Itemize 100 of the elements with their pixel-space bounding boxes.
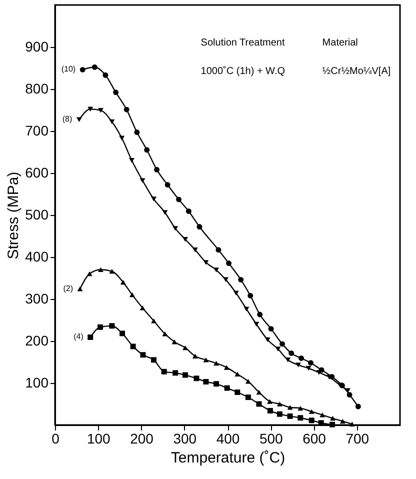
point (203, 358, 209, 362)
point (164, 182, 170, 188)
point (203, 260, 209, 265)
point (129, 158, 134, 163)
point (298, 406, 304, 411)
point (245, 378, 251, 384)
point (280, 341, 286, 347)
point (129, 292, 135, 298)
point (214, 381, 220, 387)
point (109, 323, 115, 329)
x-tick-label: 100 (86, 430, 111, 446)
point (176, 196, 182, 202)
point (214, 360, 220, 366)
point (295, 362, 301, 368)
y-tick-label: 800 (25, 80, 49, 96)
x-axis-title: Temperature (˚C) (170, 450, 286, 466)
point (267, 399, 272, 404)
point (203, 379, 209, 384)
annotation: 1000˚C (1h) + W.Q (200, 64, 286, 77)
point (151, 196, 156, 202)
point (109, 119, 115, 124)
point (172, 339, 178, 344)
point (182, 345, 188, 350)
point (214, 268, 220, 272)
point (256, 390, 262, 395)
point (238, 276, 244, 282)
point (86, 271, 92, 276)
point (233, 290, 239, 296)
point (224, 365, 230, 370)
point (76, 117, 82, 122)
point (275, 346, 281, 352)
point (308, 418, 314, 424)
point (77, 286, 83, 292)
point (298, 355, 304, 361)
point (345, 388, 351, 393)
point (151, 318, 156, 324)
point (102, 72, 108, 78)
point (194, 376, 200, 382)
annotation: Material (322, 38, 358, 49)
point (140, 178, 146, 183)
point (287, 404, 293, 410)
point (308, 360, 314, 366)
point (80, 66, 86, 72)
series-label: (2) (63, 284, 74, 293)
point (161, 368, 167, 374)
point (276, 411, 282, 417)
point (182, 372, 188, 378)
x-tick-label: 600 (302, 430, 326, 446)
point (306, 366, 312, 371)
series-label: (8) (62, 114, 72, 124)
y-tick-label: 700 (25, 122, 49, 138)
point (264, 337, 270, 342)
point (224, 385, 230, 391)
point (182, 236, 188, 242)
x-tick-label: 700 (346, 430, 370, 446)
y-tick-label: 900 (25, 38, 49, 54)
point (162, 331, 168, 336)
point (130, 344, 136, 350)
point (113, 90, 119, 96)
x-tick-label: 200 (130, 430, 154, 446)
point (349, 422, 355, 427)
point (298, 415, 304, 421)
point (120, 330, 126, 336)
point (257, 312, 263, 318)
x-tick-label: 500 (259, 430, 284, 446)
series-label: (4) (74, 332, 84, 342)
point (120, 280, 126, 285)
point (330, 416, 336, 421)
point (245, 394, 251, 400)
x-tick-label: 300 (173, 430, 197, 446)
point (109, 268, 115, 274)
y-tick-label: 200 (25, 332, 49, 348)
point (88, 106, 94, 112)
point (196, 224, 202, 230)
point (308, 409, 314, 414)
point (98, 324, 104, 330)
point (267, 408, 273, 414)
point (355, 404, 361, 410)
point (276, 402, 282, 406)
point (154, 166, 160, 172)
point (98, 267, 104, 272)
point (223, 277, 229, 282)
point (172, 226, 178, 231)
x-tick-label: 0 (52, 430, 60, 446)
y-tick-label: 100 (25, 374, 49, 390)
series-label: (10) (61, 64, 76, 74)
point (172, 370, 178, 376)
point (88, 334, 94, 340)
point (285, 358, 291, 362)
point (234, 390, 240, 395)
point (186, 208, 192, 214)
point (346, 392, 352, 398)
point (92, 64, 98, 70)
annotation: ½Cr½Mo¼V[A] (322, 66, 391, 77)
annotation: Solution Treatment (200, 38, 285, 49)
y-axis-title: Stress (MPa) (5, 172, 22, 260)
y-tick-label: 400 (25, 248, 49, 264)
point (256, 401, 262, 407)
point (287, 413, 293, 419)
point (226, 260, 232, 266)
